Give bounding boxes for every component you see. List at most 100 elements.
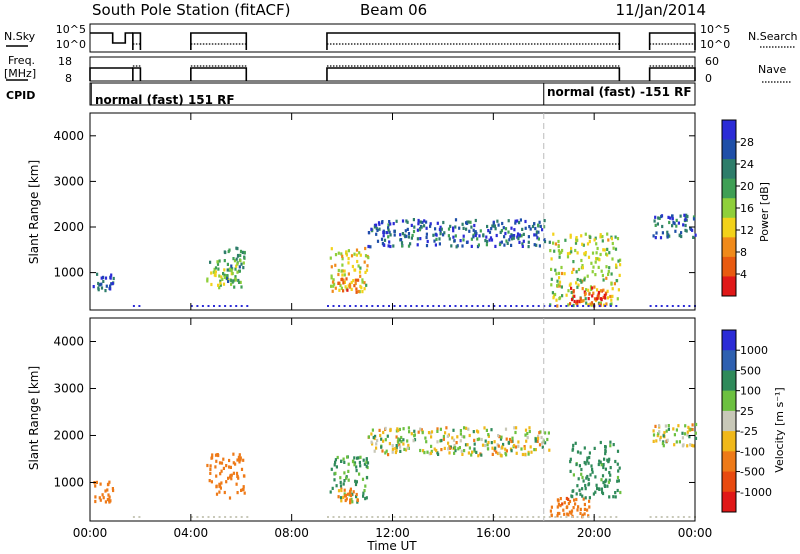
data-cell [356, 498, 359, 502]
data-cell [612, 246, 615, 250]
data-cell [334, 471, 337, 475]
data-cell [537, 237, 540, 241]
data-cell [587, 303, 590, 307]
data-cell [416, 237, 419, 241]
data-cell [652, 433, 656, 437]
data-cell [580, 299, 583, 303]
data-cell [604, 449, 607, 453]
data-cell [207, 305, 210, 307]
data-cell [231, 267, 234, 271]
data-cell [460, 516, 463, 518]
data-cell [685, 218, 688, 222]
data-cell [603, 484, 607, 488]
data-cell [595, 257, 598, 261]
colorbar-tick-label: 24 [740, 158, 754, 171]
data-cell [423, 219, 426, 223]
data-cell [343, 280, 346, 284]
data-cell [213, 305, 215, 307]
colorbar-tick-label: 1000 [740, 344, 768, 357]
data-cell [224, 305, 227, 307]
data-cell [327, 516, 329, 518]
colorbar-segment [722, 256, 736, 277]
data-cell [366, 461, 370, 465]
data-cell [471, 516, 474, 518]
y-tick-label: 2000 [53, 428, 84, 442]
data-cell [354, 278, 357, 282]
data-cell [378, 227, 381, 231]
data-cell [454, 449, 457, 453]
data-cell [671, 217, 674, 221]
data-cell [609, 444, 612, 448]
data-cell [242, 261, 245, 265]
data-cell [443, 516, 446, 518]
data-cell [338, 516, 341, 518]
data-cell [209, 464, 212, 468]
data-cell [661, 224, 664, 229]
data-cell [618, 273, 621, 277]
x-tick-label: 00:00 [73, 526, 108, 540]
data-cell [454, 218, 458, 222]
data-cell [663, 431, 666, 435]
data-cell [373, 225, 376, 229]
data-cell [576, 516, 579, 518]
data-cell [365, 516, 368, 518]
data-cell [667, 215, 670, 219]
data-cell [571, 516, 573, 518]
data-cell [560, 265, 563, 270]
data-cell [237, 278, 240, 283]
data-cell [330, 265, 333, 269]
data-cell [342, 495, 345, 499]
data-cell [454, 446, 457, 450]
data-cell [599, 233, 602, 237]
data-cell [680, 231, 683, 235]
data-cell [239, 249, 243, 253]
data-cell [654, 236, 657, 240]
data-cell [235, 246, 238, 250]
data-cell [610, 237, 613, 241]
data-cell [487, 447, 490, 451]
data-cell [355, 492, 358, 497]
colorbar-tick-label: 12 [740, 224, 754, 237]
data-cell [611, 257, 614, 261]
data-cell [505, 449, 508, 453]
data-cell [430, 444, 433, 448]
data-cell [94, 495, 97, 499]
data-cell [381, 449, 384, 453]
data-cell [447, 227, 451, 231]
data-cell [94, 484, 97, 488]
data-cell [229, 465, 232, 469]
data-cell [404, 229, 407, 233]
data-cell [405, 234, 408, 238]
data-cell [602, 288, 605, 292]
data-cell [375, 226, 378, 231]
data-cell [567, 289, 570, 293]
data-cell [569, 235, 572, 239]
data-cell [382, 234, 385, 238]
cpid-panel-frame [89, 82, 696, 106]
data-cell [227, 476, 230, 480]
data-cell [218, 461, 222, 465]
data-cell [589, 302, 592, 306]
data-cell [402, 438, 405, 442]
data-cell [615, 265, 618, 269]
data-cell [384, 451, 387, 455]
data-cell [388, 240, 391, 244]
data-cell [565, 516, 568, 518]
data-cell [239, 456, 242, 460]
data-cell [490, 441, 493, 445]
data-cell [449, 305, 451, 307]
data-cell [614, 495, 617, 499]
data-cell [472, 430, 475, 434]
data-cell [367, 435, 370, 439]
data-cell [476, 245, 480, 249]
data-cell [668, 220, 671, 225]
data-cell [231, 271, 234, 276]
data-cell [485, 235, 488, 239]
data-cell [213, 273, 216, 277]
data-cell [439, 427, 442, 431]
data-cell [496, 219, 499, 223]
data-cell [220, 481, 223, 485]
data-cell [421, 305, 424, 307]
data-cell [239, 259, 242, 263]
data-cell [599, 460, 602, 464]
